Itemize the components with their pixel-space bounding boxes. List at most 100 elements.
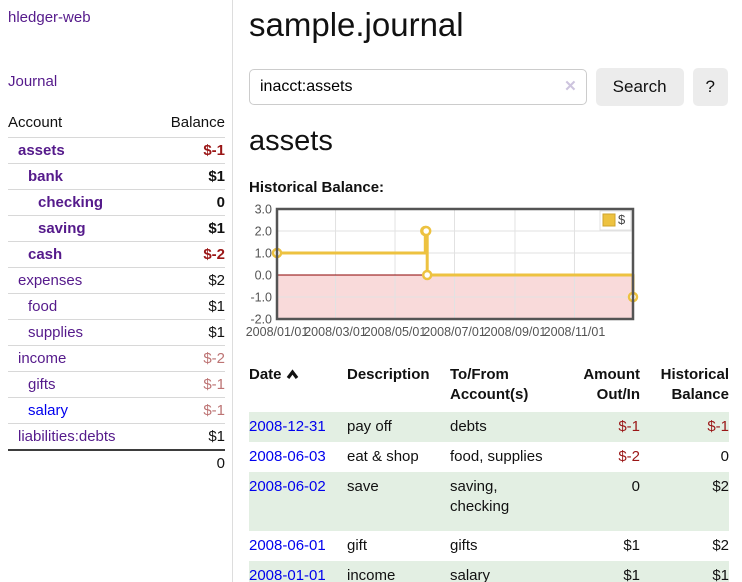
account-balance: $1 <box>152 163 225 190</box>
help-button[interactable]: ? <box>692 68 728 106</box>
y-tick-label: 2.0 <box>255 225 272 239</box>
sidebar-item-journal[interactable]: Journal <box>8 73 58 90</box>
historical-balance-chart[interactable]: $3.0 2.0 1.0 0.0 -1.0 -2.02008/01/012008/03/0… <box>240 203 642 343</box>
amount-cell: $-2 <box>618 447 640 465</box>
data-point-marker <box>421 269 433 281</box>
date-link[interactable]: 2008-06-03 <box>249 447 326 465</box>
total-label-cell <box>8 449 153 476</box>
column-header-balance: Historical Balance <box>660 366 729 404</box>
search-button[interactable]: Search <box>595 68 684 106</box>
account-row: cash $-2 <box>8 241 225 268</box>
amount-cell: $1 <box>623 536 640 554</box>
search-box: ✕ <box>249 69 587 105</box>
chart-title: Historical Balance: <box>249 179 385 196</box>
accounts-cell: salary <box>450 566 491 582</box>
account-link[interactable]: liabilities:debts <box>18 428 116 445</box>
account-balance: $-1 <box>152 137 225 164</box>
column-header-accounts: To/From Account(s) <box>450 366 529 404</box>
account-link[interactable]: bank <box>28 168 64 185</box>
transaction-row: 2008-06-02 save saving, checking 0 $2 <box>249 472 729 531</box>
search-input[interactable] <box>249 69 587 105</box>
account-link[interactable]: salary <box>28 402 69 419</box>
description-cell: eat & shop <box>347 447 419 465</box>
plot-border <box>275 207 635 321</box>
column-header-date[interactable]: Date <box>249 363 347 412</box>
account-row: supplies $1 <box>8 319 225 346</box>
account-rows: assets $-1 bank $1 checking 0 saving $1 cash $-2 e… <box>8 137 225 450</box>
y-tick-label: -2.0 <box>250 313 272 327</box>
x-tick-label: 2008/01/01 <box>246 325 309 339</box>
account-table-header: Account Balance <box>8 111 225 138</box>
account-link[interactable]: assets <box>18 142 65 159</box>
balance-cell: $-1 <box>707 417 729 435</box>
account-link[interactable]: gifts <box>28 376 56 393</box>
date-link[interactable]: 2008-06-02 <box>249 478 326 495</box>
account-balance: $1 <box>152 293 225 320</box>
sort-ascending-icon <box>286 369 298 379</box>
x-tick-label: 2008/07/01 <box>423 325 486 339</box>
clear-search-icon[interactable]: ✕ <box>564 78 577 95</box>
account-link[interactable]: income <box>18 350 67 367</box>
x-tick-label: 2008/09/01 <box>484 325 547 339</box>
account-column-header: Account <box>8 114 63 131</box>
y-tick-label: 3.0 <box>255 203 272 217</box>
account-row: gifts $-1 <box>8 371 225 398</box>
account-row: saving $1 <box>8 215 225 242</box>
date-link[interactable]: 2008-12-31 <box>249 417 326 435</box>
account-balance: $1 <box>152 423 225 450</box>
account-link[interactable]: cash <box>28 246 63 263</box>
amount-cell: 0 <box>631 478 640 495</box>
brand-link[interactable]: hledger-web <box>8 9 91 26</box>
data-point-marker <box>420 225 432 237</box>
account-link[interactable]: supplies <box>28 324 84 341</box>
transaction-row: 2008-01-01 income salary $1 $1 <box>249 560 729 582</box>
account-row: bank $1 <box>8 163 225 190</box>
column-header-description: Description <box>347 366 430 383</box>
balance-cell: $2 <box>712 536 729 554</box>
account-balance: 0 <box>152 189 225 216</box>
y-tick-label: 0.0 <box>255 269 272 283</box>
description-cell: gift <box>347 536 368 554</box>
amount-cell: $-1 <box>618 417 640 435</box>
date-cell: 2008-12-31 <box>249 412 347 442</box>
date-link[interactable]: 2008-01-01 <box>249 566 326 582</box>
accounts-cell: food, supplies <box>450 447 543 465</box>
y-tick-label: 1.0 <box>255 247 272 261</box>
transaction-row: 2008-06-03 eat & shop food, supplies $-2 0 <box>249 442 729 472</box>
account-link[interactable]: expenses <box>18 272 83 289</box>
account-balance: $-1 <box>152 397 225 424</box>
register-table: Date Description To/From Account(s) Amou… <box>249 363 729 582</box>
date-cell: 2008-06-03 <box>249 442 347 472</box>
account-row: checking 0 <box>8 189 225 216</box>
main-content: sample.journal ✕ Search ? assets Histori… <box>233 0 742 582</box>
transaction-row: 2008-12-31 pay off debts $-1 $-1 <box>249 411 729 442</box>
account-row: income $-2 <box>8 345 225 372</box>
description-cell: income <box>347 566 396 582</box>
account-balance: $1 <box>152 215 225 242</box>
search-form: ✕ Search ? <box>249 68 728 106</box>
accounts-cell: gifts <box>450 536 478 554</box>
account-balance: $-2 <box>152 241 225 268</box>
account-row: assets $-1 <box>8 137 225 164</box>
register-header-row: Date Description To/From Account(s) Amou… <box>249 363 729 412</box>
date-cell: 2008-06-01 <box>249 531 347 561</box>
transaction-row: 2008-06-01 gift gifts $1 $2 <box>249 531 729 561</box>
x-tick-label: 2008/11/01 <box>544 325 606 339</box>
account-balance: $-2 <box>152 345 225 372</box>
x-tick-label: 2008/03/01 <box>304 325 367 339</box>
legend-label: $ <box>618 212 626 227</box>
balance-cell: $2 <box>712 478 729 495</box>
account-link[interactable]: food <box>28 298 58 315</box>
date-link[interactable]: 2008-06-01 <box>249 536 326 554</box>
total-balance: 0 <box>152 449 225 476</box>
account-link[interactable]: checking <box>38 194 104 211</box>
amount-cell: $1 <box>623 566 640 582</box>
register-rows: 2008-12-31 pay off debts $-1 $-1 2008-06-03 ea… <box>249 411 729 582</box>
account-balance: $2 <box>152 267 225 294</box>
account-balance: $-1 <box>152 371 225 398</box>
description-cell: pay off <box>347 417 392 435</box>
account-row: liabilities:debts $1 <box>8 423 225 450</box>
date-cell: 2008-06-02 <box>249 472 347 531</box>
account-link[interactable]: saving <box>38 220 86 237</box>
